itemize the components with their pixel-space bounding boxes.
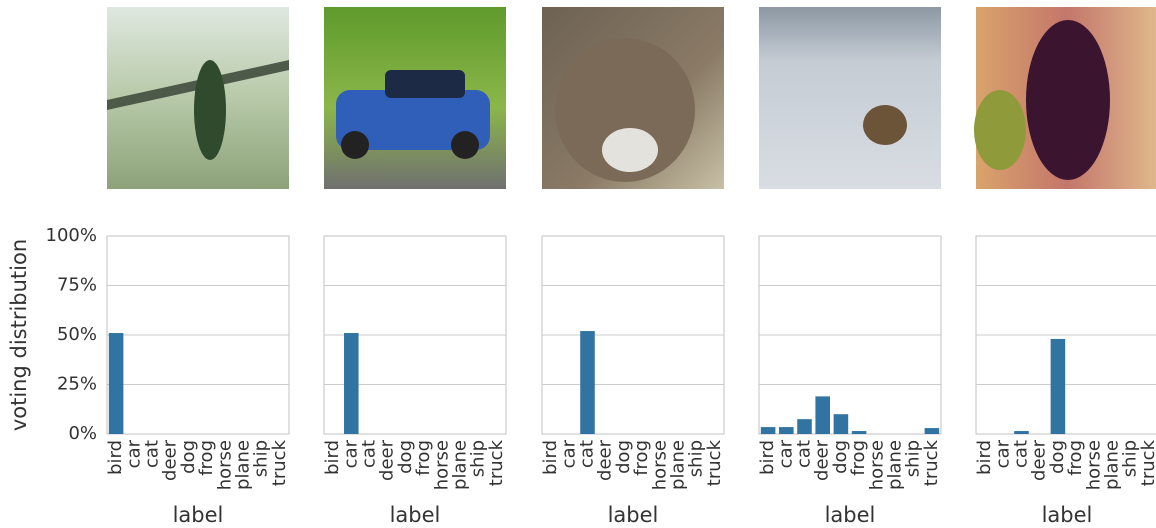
- bar: [1051, 339, 1066, 434]
- image-detail: [1026, 20, 1110, 180]
- bar: [109, 333, 124, 434]
- y-tick-label: 50%: [57, 324, 97, 345]
- image-detail: [194, 60, 226, 160]
- image-detail: [974, 90, 1026, 170]
- y-tick-label: 25%: [57, 374, 97, 395]
- x-axis-label: label: [173, 503, 224, 527]
- bar: [344, 333, 359, 434]
- bar: [797, 419, 812, 434]
- x-tick-label: truck: [921, 439, 942, 486]
- x-axis-label: label: [390, 503, 441, 527]
- x-tick-label: truck: [704, 439, 725, 486]
- y-tick-label: 75%: [57, 275, 97, 296]
- bar: [1014, 431, 1029, 434]
- bar: [925, 428, 940, 434]
- x-tick-label: truck: [486, 439, 507, 486]
- image-detail: [863, 105, 907, 145]
- bar: [815, 396, 830, 434]
- y-tick-label: 0%: [68, 423, 97, 444]
- bar: [761, 427, 776, 434]
- image: [759, 7, 941, 189]
- y-tick-label: 100%: [46, 225, 97, 246]
- bar: [779, 427, 794, 434]
- image-detail: [385, 70, 465, 98]
- x-axis-label: label: [608, 503, 659, 527]
- bar: [580, 331, 595, 434]
- figure: 0%25%50%75%100%birdcarcatdeerdogfroghors…: [0, 0, 1156, 528]
- y-axis-label: voting distribution: [7, 239, 31, 431]
- image-detail: [602, 128, 658, 172]
- x-tick-label: truck: [1138, 439, 1156, 486]
- x-tick-label: truck: [269, 439, 290, 486]
- image-detail: [451, 131, 479, 159]
- bar: [852, 431, 867, 434]
- image-row: [107, 7, 1156, 189]
- bar: [834, 414, 849, 434]
- image-detail: [341, 131, 369, 159]
- x-axis-label: label: [1042, 503, 1093, 527]
- x-axis-label: label: [825, 503, 876, 527]
